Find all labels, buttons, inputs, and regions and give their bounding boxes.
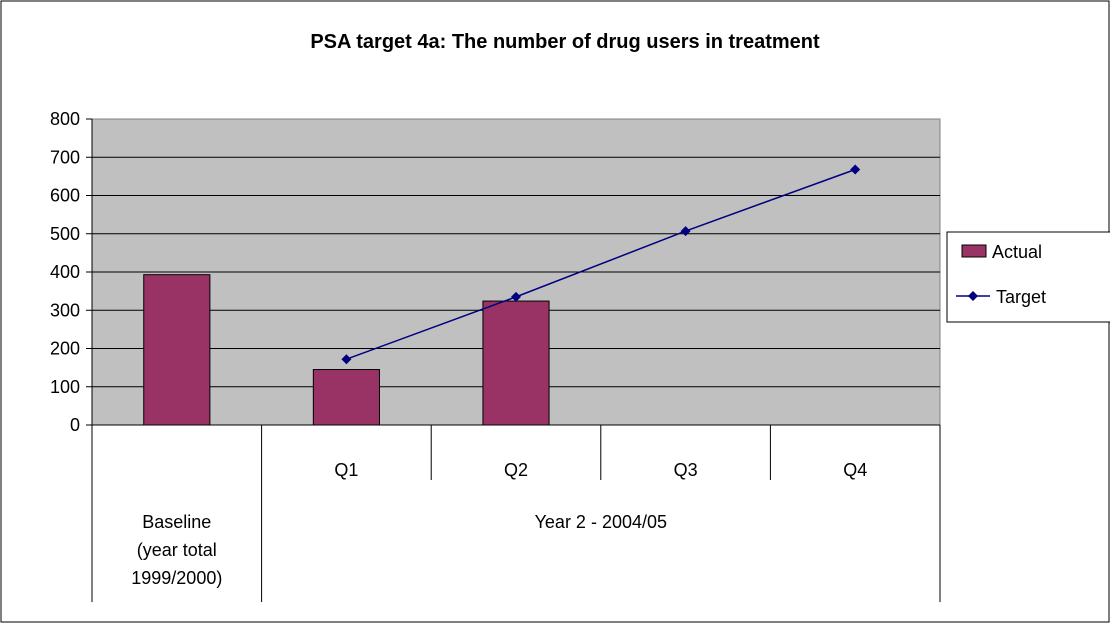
x-group-label: (year total [137, 540, 217, 560]
legend-target-marker [968, 291, 978, 301]
target-point [511, 291, 521, 302]
x-category-label: Q3 [674, 460, 698, 480]
x-group-label: Year 2 - 2004/05 [535, 512, 667, 532]
x-group-label: 1999/2000) [131, 568, 222, 588]
legend-actual-label: Actual [992, 242, 1042, 262]
y-tick-label: 200 [50, 339, 80, 359]
chart-title: PSA target 4a: The number of drug users … [310, 31, 820, 53]
target-point [850, 164, 861, 175]
x-group-label: Baseline [142, 512, 211, 532]
y-tick-label: 800 [50, 109, 80, 129]
y-tick-label: 600 [50, 186, 80, 206]
target-point [341, 354, 352, 365]
actual-bar [143, 274, 211, 426]
target-series-line [346, 168, 856, 360]
target-line [341, 164, 861, 365]
legend-actual-swatch [961, 244, 987, 258]
y-tick-label: 400 [50, 262, 80, 282]
x-axis: Baseline (year total 1999/2000) Q1 Q2 Q3 Q4 Yea… [91, 424, 941, 602]
y-tick-label: 300 [50, 300, 80, 320]
y-tick-label: 0 [70, 415, 80, 435]
y-tick-label: 500 [50, 224, 80, 244]
x-category-label: Q4 [843, 460, 867, 480]
legend: Actual Target [946, 231, 1110, 323]
actual-bars [143, 274, 550, 426]
target-point [680, 226, 691, 237]
x-category-label: Q2 [504, 460, 528, 480]
x-category-label: Q1 [334, 460, 358, 480]
legend-target-label: Target [996, 287, 1046, 307]
y-axis-tick-labels: 0 100 200 300 400 500 600 700 800 [50, 109, 80, 435]
actual-bar [312, 369, 380, 426]
actual-bar [482, 300, 550, 426]
y-tick-label: 100 [50, 377, 80, 397]
y-tick-label: 700 [50, 147, 80, 167]
